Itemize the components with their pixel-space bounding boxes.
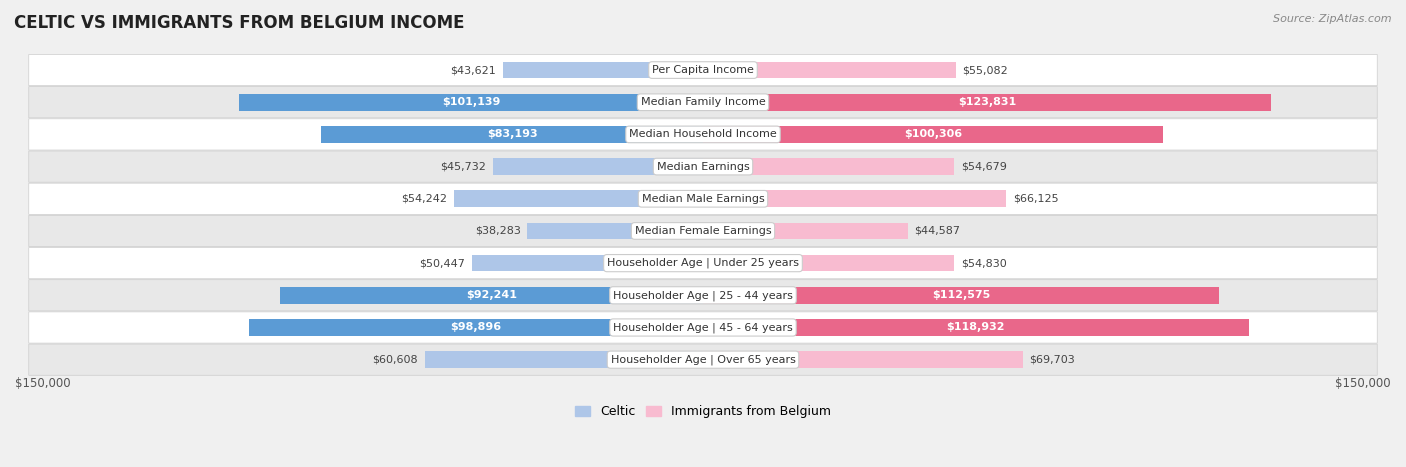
Text: $101,139: $101,139 [441, 97, 501, 107]
Text: Householder Age | Under 25 years: Householder Age | Under 25 years [607, 258, 799, 269]
Text: $44,587: $44,587 [914, 226, 960, 236]
Bar [239, 94, 703, 111]
Text: $66,125: $66,125 [1014, 194, 1059, 204]
Bar [703, 191, 1007, 207]
Text: $83,193: $83,193 [486, 129, 537, 140]
Bar [703, 223, 907, 239]
Text: CELTIC VS IMMIGRANTS FROM BELGIUM INCOME: CELTIC VS IMMIGRANTS FROM BELGIUM INCOME [14, 14, 464, 32]
Text: Median Household Income: Median Household Income [628, 129, 778, 140]
FancyBboxPatch shape [28, 215, 1378, 247]
FancyBboxPatch shape [28, 280, 1378, 311]
Text: $60,608: $60,608 [373, 354, 418, 365]
Text: Householder Age | 25 - 44 years: Householder Age | 25 - 44 years [613, 290, 793, 301]
Bar [322, 126, 703, 143]
FancyBboxPatch shape [28, 55, 1378, 85]
FancyBboxPatch shape [28, 248, 1378, 279]
Bar [249, 319, 703, 336]
Text: $54,830: $54,830 [962, 258, 1007, 268]
Text: $150,000: $150,000 [1336, 377, 1391, 390]
Bar [703, 62, 956, 78]
Bar [454, 191, 703, 207]
Bar [703, 319, 1249, 336]
Bar [425, 351, 703, 368]
Bar [494, 158, 703, 175]
Bar [503, 62, 703, 78]
FancyBboxPatch shape [28, 119, 1378, 150]
Bar [703, 351, 1022, 368]
Bar [703, 287, 1219, 304]
Text: Source: ZipAtlas.com: Source: ZipAtlas.com [1274, 14, 1392, 24]
Text: $54,242: $54,242 [401, 194, 447, 204]
Bar [703, 94, 1271, 111]
FancyBboxPatch shape [28, 183, 1378, 214]
Text: $54,679: $54,679 [960, 162, 1007, 171]
Text: $55,082: $55,082 [963, 65, 1008, 75]
Text: $69,703: $69,703 [1029, 354, 1076, 365]
Text: Householder Age | 45 - 64 years: Householder Age | 45 - 64 years [613, 322, 793, 333]
Bar [703, 255, 955, 271]
Bar [471, 255, 703, 271]
Text: $123,831: $123,831 [957, 97, 1017, 107]
Text: $112,575: $112,575 [932, 290, 990, 300]
Text: Median Male Earnings: Median Male Earnings [641, 194, 765, 204]
Bar [527, 223, 703, 239]
Text: Householder Age | Over 65 years: Householder Age | Over 65 years [610, 354, 796, 365]
FancyBboxPatch shape [28, 312, 1378, 343]
FancyBboxPatch shape [28, 87, 1378, 118]
Text: Per Capita Income: Per Capita Income [652, 65, 754, 75]
Text: $98,896: $98,896 [451, 323, 502, 333]
Text: Median Earnings: Median Earnings [657, 162, 749, 171]
Text: $100,306: $100,306 [904, 129, 962, 140]
Text: $92,241: $92,241 [465, 290, 517, 300]
Legend: Celtic, Immigrants from Belgium: Celtic, Immigrants from Belgium [571, 400, 835, 423]
Bar [280, 287, 703, 304]
Text: $118,932: $118,932 [946, 323, 1005, 333]
FancyBboxPatch shape [28, 344, 1378, 375]
Text: $43,621: $43,621 [450, 65, 496, 75]
Text: Median Family Income: Median Family Income [641, 97, 765, 107]
Text: $45,732: $45,732 [440, 162, 486, 171]
Bar [703, 126, 1163, 143]
Text: Median Female Earnings: Median Female Earnings [634, 226, 772, 236]
FancyBboxPatch shape [28, 151, 1378, 182]
Text: $38,283: $38,283 [475, 226, 520, 236]
Text: $150,000: $150,000 [15, 377, 70, 390]
Text: $50,447: $50,447 [419, 258, 465, 268]
Bar [703, 158, 953, 175]
